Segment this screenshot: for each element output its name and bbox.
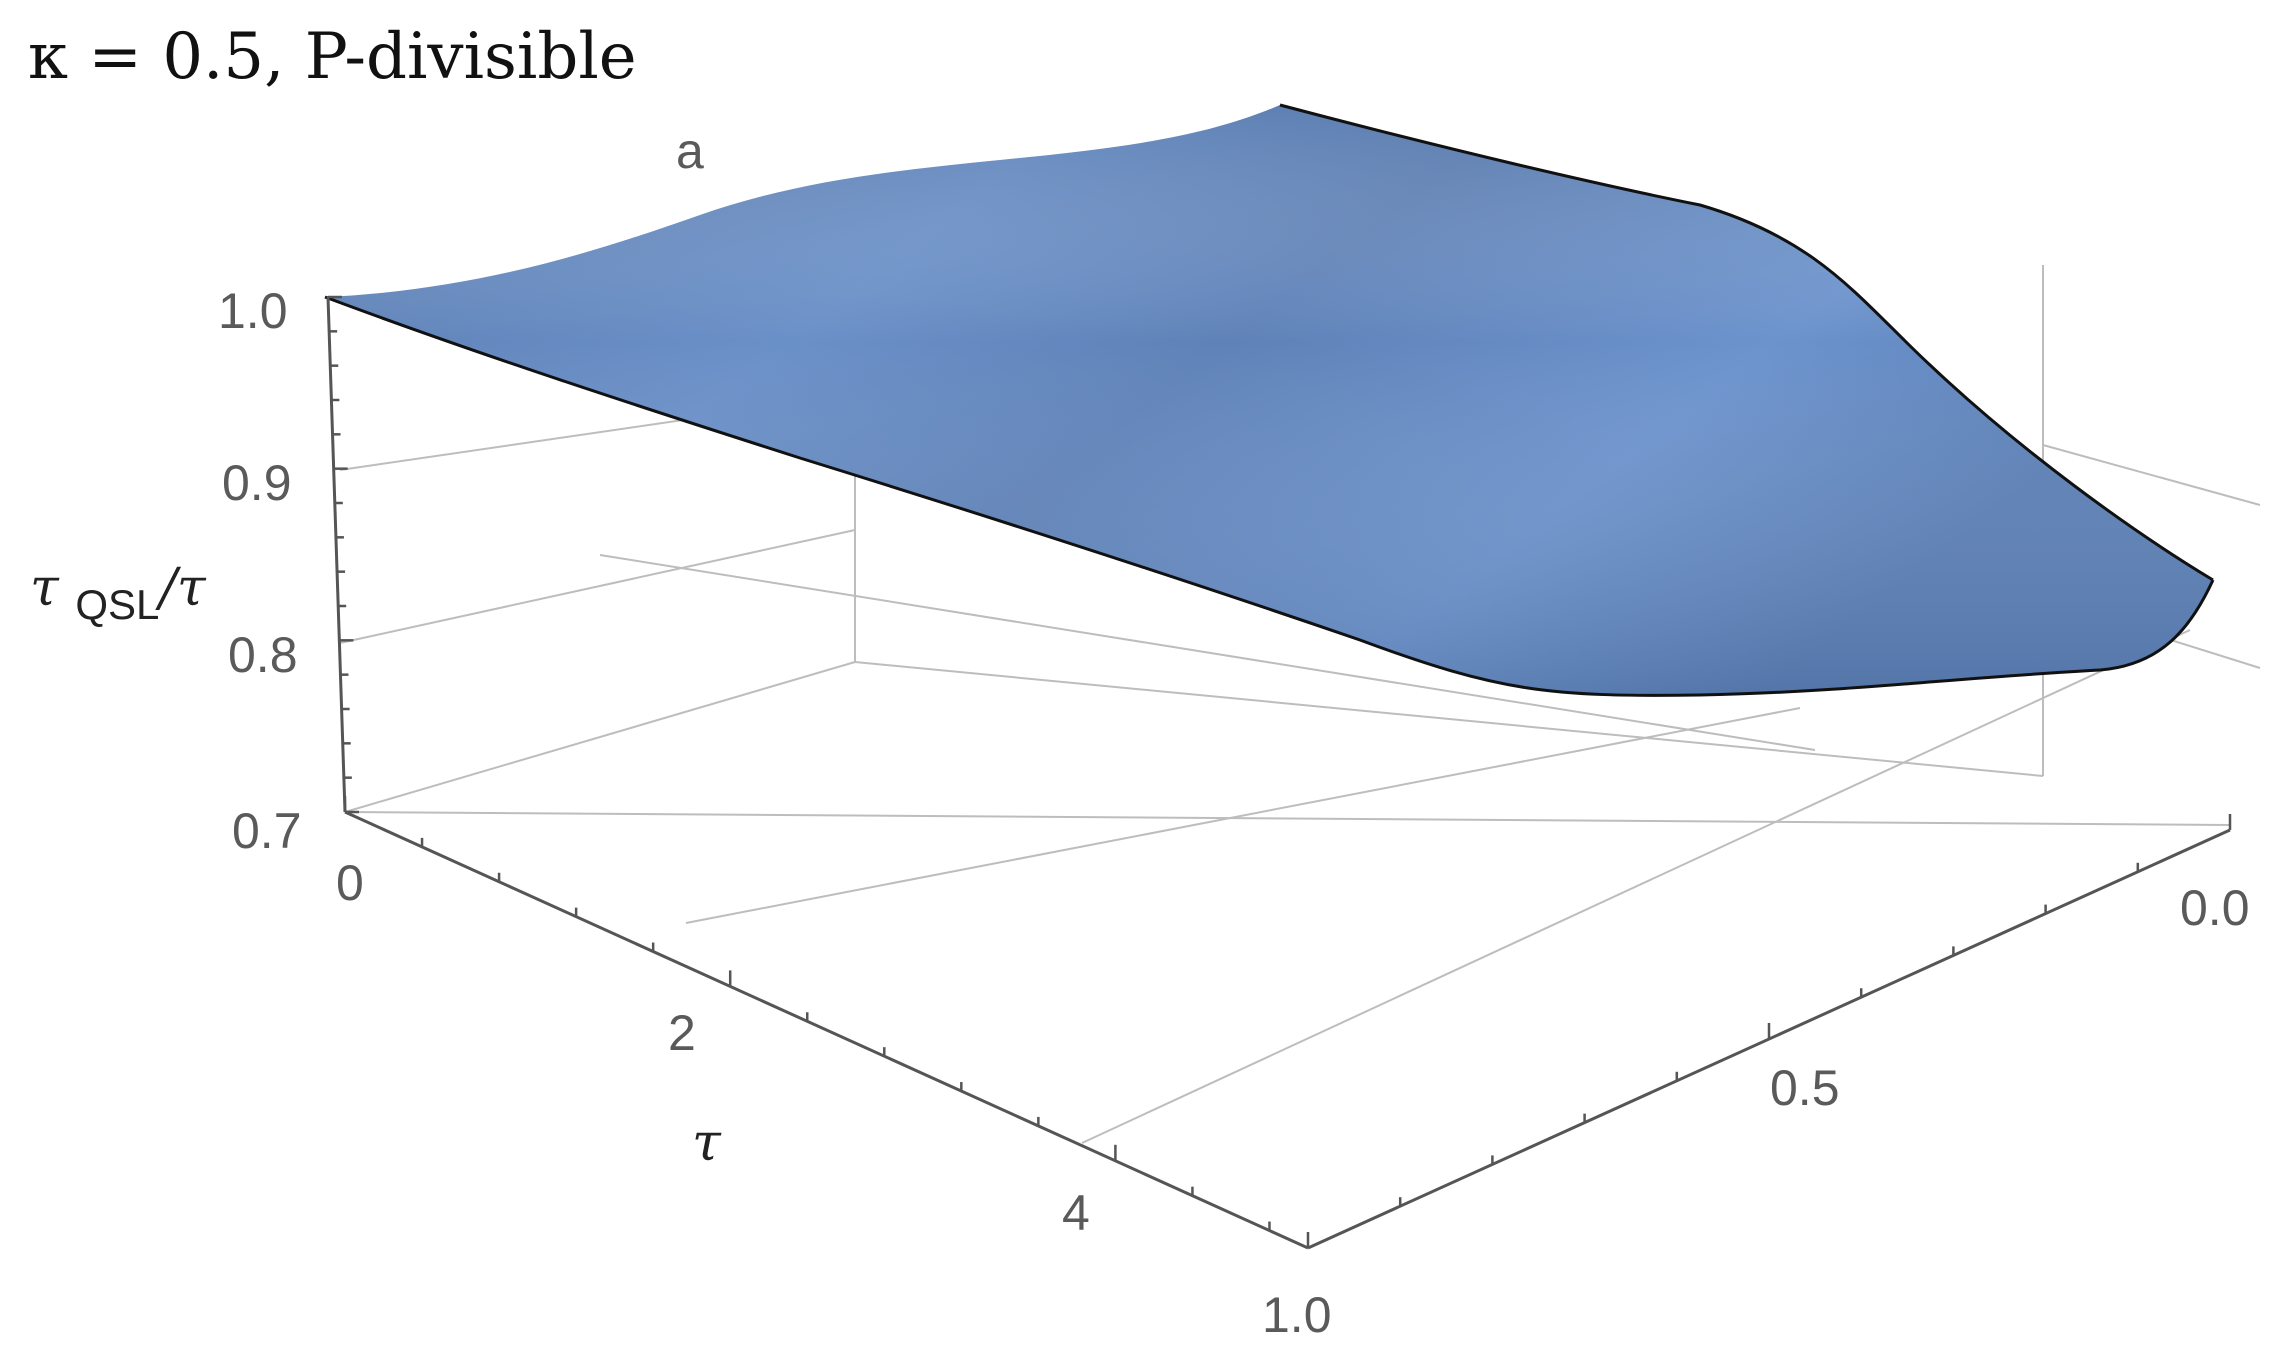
x-tick-label: 4 (1062, 1185, 1090, 1241)
z-tick-label: 0.9 (222, 455, 292, 511)
right-wall-grid-1 (2042, 444, 2261, 506)
z-axis-label: τ QSL/τ (30, 558, 207, 628)
x-axis-label: τ (692, 1113, 722, 1173)
z-axis-line (326, 296, 347, 813)
surface-front-edge (324, 295, 2215, 697)
z-tick-label: 0.8 (228, 627, 298, 683)
x-tick-label: 0 (336, 855, 364, 911)
z-axis-label-text: τ (30, 558, 60, 618)
x-axis: 0 2 4 τ (336, 796, 1309, 1250)
z-axis-label-subscript: QSL (75, 581, 159, 628)
panel-annotation: a (676, 123, 704, 179)
z-axis-label-rest: /τ (154, 558, 207, 618)
floor-grid-x2 (685, 707, 1801, 924)
y-tick-label: 0.0 (2180, 880, 2250, 936)
chart-title: κ = 0.5, P-divisible (28, 20, 637, 94)
y-ticks (1306, 814, 2232, 1248)
x-ticks (343, 796, 1271, 1231)
wall-grid-08 (339, 529, 856, 644)
surface-shading (325, 105, 2213, 696)
right-bottom-edge (854, 661, 2044, 777)
z-tick-label: 1.0 (218, 283, 288, 339)
y-tick-label: 1.0 (1262, 1287, 1332, 1343)
z-minor-ticks (328, 295, 359, 814)
x-tick-label: 2 (668, 1005, 696, 1061)
floor-grid-x4 (1081, 629, 2191, 1144)
y-axis: 0.0 0.5 1.0 (1262, 814, 2250, 1343)
floor-grid-y05 (344, 811, 2231, 826)
surface-right-edge (1279, 103, 2214, 582)
z-axis: 1.0 0.9 0.8 0.7 τ QSL/τ (30, 283, 359, 859)
floor-grid-diag (599, 554, 1816, 751)
back-bottom-edge (344, 661, 856, 813)
z-tick-label: 0.7 (232, 803, 302, 859)
y-tick-label: 0.5 (1770, 1060, 1840, 1116)
x-axis-line (344, 810, 1309, 1250)
surface (324, 103, 2215, 697)
